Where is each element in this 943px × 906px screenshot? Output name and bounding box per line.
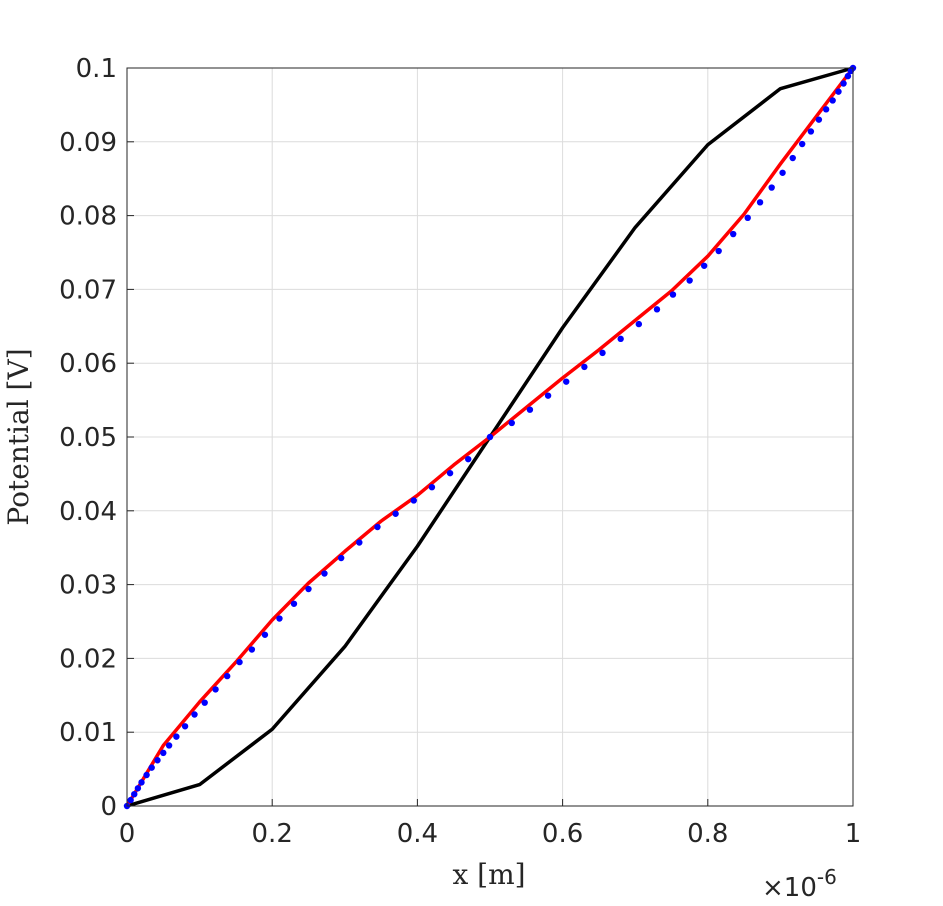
data-point <box>807 128 815 135</box>
data-point <box>544 392 552 399</box>
data-point <box>223 672 231 680</box>
data-point <box>840 80 847 87</box>
data-point <box>486 433 494 441</box>
y-axis-title: Potential [V] <box>2 348 35 525</box>
data-point <box>148 764 155 771</box>
y-tick-label: 0.08 <box>59 202 117 232</box>
data-point <box>829 97 836 104</box>
data-point <box>686 277 693 284</box>
exponent-base: ×10 <box>762 873 817 903</box>
data-point <box>305 585 312 593</box>
data-point <box>154 757 161 764</box>
data-point <box>428 483 436 491</box>
data-point <box>160 749 167 757</box>
data-point <box>446 469 454 477</box>
x-tick-label: 0.2 <box>252 819 293 849</box>
x-tick-label: 0.4 <box>397 819 438 849</box>
data-point <box>248 646 256 653</box>
data-point <box>768 184 775 191</box>
data-point <box>392 510 399 517</box>
exponent-power: -6 <box>817 865 837 889</box>
y-tick-label: 0 <box>100 792 117 822</box>
data-point <box>356 539 363 546</box>
data-point <box>165 742 173 749</box>
data-point <box>635 320 643 328</box>
y-axis-ticks: 0 0.01 0.02 0.03 0.04 0.05 0.06 0.07 0.08 0.09 0.1 <box>59 54 134 822</box>
data-point <box>131 790 138 798</box>
y-tick-label: 0.02 <box>59 644 117 674</box>
data-point <box>779 169 786 176</box>
data-point <box>669 291 677 298</box>
data-point <box>337 554 345 562</box>
x-axis-title: x [m] <box>452 858 525 891</box>
data-point <box>789 154 796 162</box>
data-point <box>730 230 737 238</box>
data-point <box>653 306 661 313</box>
x-axis-exponent: ×10-6 <box>762 865 837 903</box>
data-point <box>756 199 764 206</box>
data-point <box>526 406 534 413</box>
y-tick-label: 0.03 <box>59 571 117 601</box>
y-tick-label: 0.06 <box>59 349 117 379</box>
data-point <box>374 523 381 531</box>
data-point <box>700 262 708 269</box>
data-point <box>276 615 283 622</box>
data-point <box>744 214 751 222</box>
x-axis-ticks: 0 0.2 0.4 0.6 0.8 1 <box>119 799 862 849</box>
data-point <box>617 335 624 343</box>
data-point <box>581 363 588 371</box>
data-point <box>822 106 830 113</box>
y-tick-label: 0.1 <box>76 54 117 84</box>
data-point <box>465 455 472 463</box>
data-point <box>599 349 606 357</box>
data-point <box>844 72 852 80</box>
y-tick-label: 0.07 <box>59 275 117 305</box>
data-point <box>410 497 417 504</box>
data-point <box>563 378 570 385</box>
x-tick-label: 0 <box>119 819 136 849</box>
data-point <box>236 658 243 666</box>
data-point <box>134 785 142 792</box>
x-tick-label: 1 <box>845 819 862 849</box>
x-tick-label: 0.6 <box>542 819 583 849</box>
y-tick-label: 0.01 <box>59 718 117 748</box>
y-tick-label: 0.09 <box>59 128 117 158</box>
data-point <box>181 723 189 730</box>
data-point <box>508 419 515 427</box>
data-point <box>798 140 806 148</box>
data-point <box>138 779 145 786</box>
data-point <box>815 116 823 123</box>
y-tick-label: 0.05 <box>59 423 117 453</box>
data-point <box>191 711 198 718</box>
data-point <box>201 699 208 706</box>
data-point <box>261 631 269 638</box>
x-tick-label: 0.8 <box>687 819 728 849</box>
y-tick-label: 0.04 <box>59 497 117 527</box>
data-point <box>127 796 134 804</box>
svg-text:×10-6: ×10-6 <box>762 865 837 903</box>
data-point <box>290 600 298 607</box>
data-point <box>173 733 180 740</box>
data-point <box>835 88 842 95</box>
data-point <box>143 771 150 779</box>
data-point <box>212 686 219 693</box>
data-point <box>321 570 328 577</box>
data-point <box>715 247 722 255</box>
